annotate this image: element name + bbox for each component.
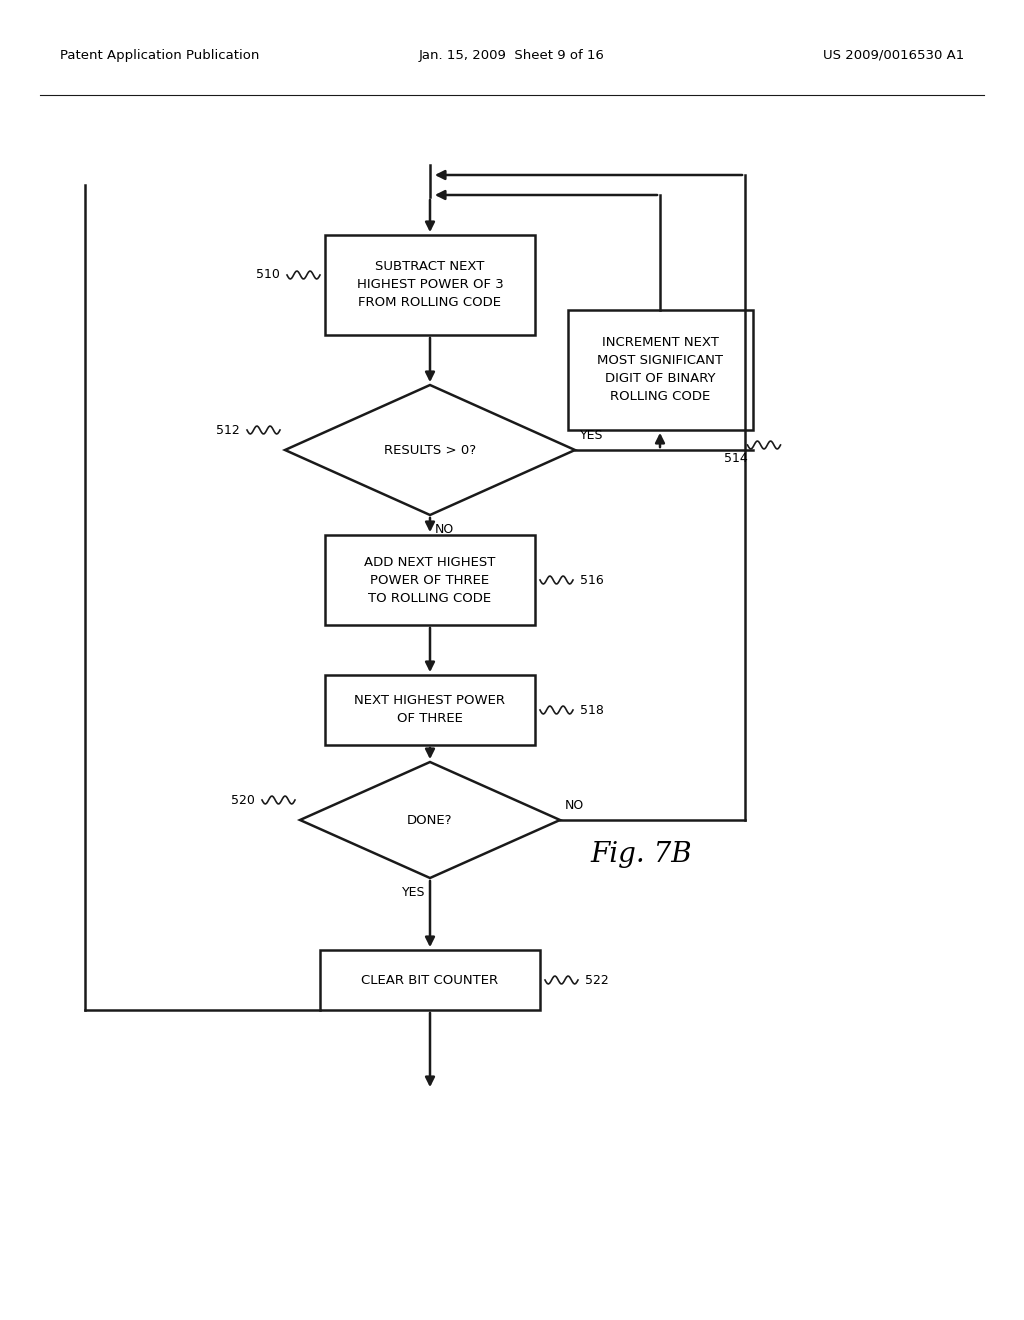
Text: INCREMENT NEXT
MOST SIGNIFICANT
DIGIT OF BINARY
ROLLING CODE: INCREMENT NEXT MOST SIGNIFICANT DIGIT OF… (597, 337, 723, 404)
Text: Patent Application Publication: Patent Application Publication (60, 49, 259, 62)
Text: CLEAR BIT COUNTER: CLEAR BIT COUNTER (361, 974, 499, 986)
Text: SUBTRACT NEXT
HIGHEST POWER OF 3
FROM ROLLING CODE: SUBTRACT NEXT HIGHEST POWER OF 3 FROM RO… (356, 260, 504, 309)
Text: 522: 522 (585, 974, 608, 986)
Text: 512: 512 (216, 424, 240, 437)
Text: NO: NO (565, 799, 585, 812)
Text: ADD NEXT HIGHEST
POWER OF THREE
TO ROLLING CODE: ADD NEXT HIGHEST POWER OF THREE TO ROLLI… (365, 556, 496, 605)
Bar (325, 535, 535, 624)
Text: 514: 514 (724, 451, 748, 465)
Text: 510: 510 (256, 268, 280, 281)
Text: NEXT HIGHEST POWER
OF THREE: NEXT HIGHEST POWER OF THREE (354, 694, 506, 726)
Bar (325, 235, 535, 335)
Bar (325, 675, 535, 744)
Text: 520: 520 (231, 793, 255, 807)
Text: YES: YES (401, 886, 425, 899)
Text: US 2009/0016530 A1: US 2009/0016530 A1 (822, 49, 964, 62)
Polygon shape (300, 762, 560, 878)
Bar (319, 950, 540, 1010)
Bar (567, 310, 753, 430)
Text: Jan. 15, 2009  Sheet 9 of 16: Jan. 15, 2009 Sheet 9 of 16 (419, 49, 605, 62)
Text: YES: YES (580, 429, 603, 442)
Polygon shape (285, 385, 575, 515)
Text: NO: NO (435, 523, 455, 536)
Text: 518: 518 (580, 704, 604, 717)
Text: RESULTS > 0?: RESULTS > 0? (384, 444, 476, 457)
Text: DONE?: DONE? (408, 813, 453, 826)
Text: Fig. 7B: Fig. 7B (590, 842, 691, 869)
Text: 516: 516 (580, 573, 604, 586)
